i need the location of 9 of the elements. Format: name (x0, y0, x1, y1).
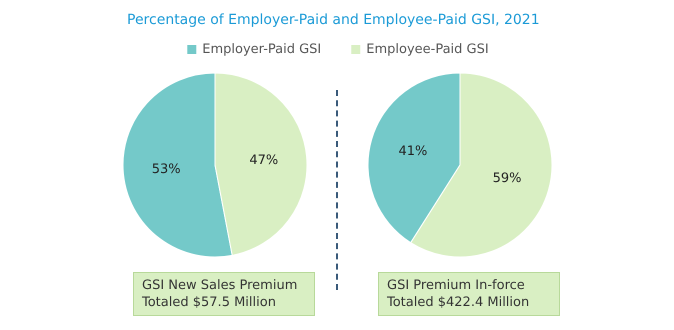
text: GSI New Sales Premium Totaled $57.5 Million (141, 278, 298, 310)
data-label: 47% (249, 152, 278, 168)
legend-label: Employer-Paid GSI (202, 42, 322, 57)
chart-title: Percentage of Employer-Paid and Employee-Paid GSI, 2021 (127, 12, 540, 28)
legend-label: Employee-Paid GSI (366, 42, 489, 57)
data-label: 53% (152, 162, 181, 178)
data-label: 59% (492, 171, 522, 186)
text: GSI Premium In-force Totaled $422.4 Million (386, 278, 530, 310)
data-label: 41% (398, 144, 428, 159)
